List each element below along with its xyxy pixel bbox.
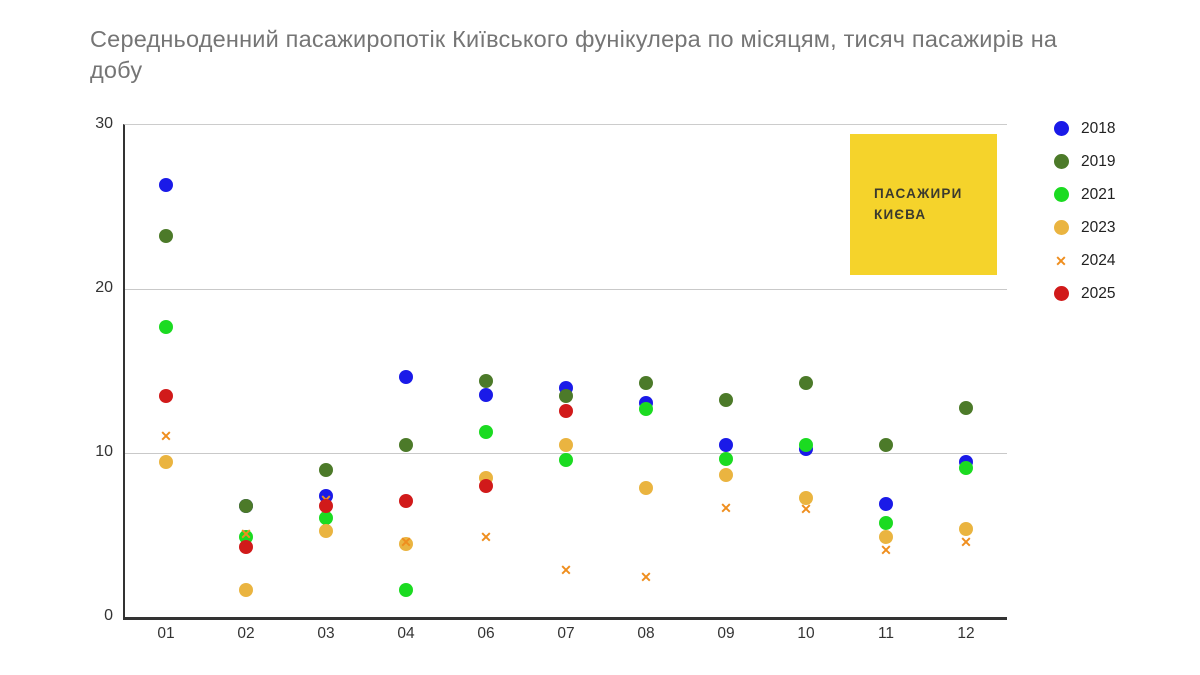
data-point-2023-01[interactable] xyxy=(159,454,173,469)
legend-dot-icon xyxy=(1046,220,1076,235)
data-point-2019-03[interactable] xyxy=(319,463,333,478)
legend-label-2025: 2025 xyxy=(1081,284,1116,302)
data-point-2023-11[interactable] xyxy=(879,530,893,545)
data-point-x-2024-06[interactable]: ✕ xyxy=(480,529,492,546)
data-point-2021-12[interactable] xyxy=(959,461,973,476)
x-axis-tick-12: 12 xyxy=(957,625,975,642)
data-point-2025-06[interactable] xyxy=(479,479,493,494)
legend-item-2024[interactable]: ✕ 2024 xyxy=(1046,244,1115,277)
x-axis-tick-08: 08 xyxy=(637,625,655,642)
data-point-2018-01[interactable] xyxy=(159,177,173,192)
x-axis-tick-01: 01 xyxy=(157,625,175,642)
data-point-2021-11[interactable] xyxy=(879,515,893,530)
gridline-y-20 xyxy=(125,289,1007,290)
data-point-2023-02[interactable] xyxy=(239,582,253,597)
logo-text-line2: КИЄВА xyxy=(874,206,927,222)
data-point-2023-07[interactable] xyxy=(559,438,573,453)
data-point-2018-11[interactable] xyxy=(879,497,893,512)
data-point-2021-09[interactable] xyxy=(719,451,733,466)
legend-item-2019[interactable]: 2019 xyxy=(1046,145,1115,178)
data-point-2018-09[interactable] xyxy=(719,438,733,453)
data-point-2025-07[interactable] xyxy=(559,404,573,418)
data-point-2021-07[interactable] xyxy=(559,453,573,468)
data-point-2019-08[interactable] xyxy=(639,376,653,391)
data-point-x-2024-09[interactable]: ✕ xyxy=(720,499,732,516)
data-point-2021-06[interactable] xyxy=(479,425,493,440)
legend-item-2021[interactable]: 2021 xyxy=(1046,178,1115,211)
y-axis-tick-30: 30 xyxy=(95,115,113,132)
legend-label-2019: 2019 xyxy=(1081,152,1116,170)
data-point-2021-08[interactable] xyxy=(639,402,653,417)
legend-item-2023[interactable]: 2023 xyxy=(1046,211,1115,244)
legend-label-2018: 2018 xyxy=(1081,119,1116,137)
data-point-2025-03[interactable] xyxy=(319,499,333,514)
data-point-2021-10[interactable] xyxy=(799,438,813,453)
data-point-2023-10[interactable] xyxy=(799,490,813,505)
data-point-2019-07[interactable] xyxy=(559,389,573,404)
data-point-2021-03[interactable] xyxy=(319,510,333,525)
x-axis-tick-09: 09 xyxy=(717,625,735,642)
data-point-2019-06[interactable] xyxy=(479,374,493,389)
x-axis-tick-03: 03 xyxy=(317,625,335,642)
data-point-x-2024-01[interactable]: ✕ xyxy=(160,427,172,444)
pasazhyry-kyieva-logo: ПАСАЖИРИ КИЄВА xyxy=(850,134,997,275)
data-point-x-2024-08[interactable]: ✕ xyxy=(640,568,652,585)
data-point-2019-10[interactable] xyxy=(799,376,813,391)
data-point-2025-04[interactable] xyxy=(399,494,413,509)
x-axis-tick-11: 11 xyxy=(877,625,895,642)
data-point-2023-03[interactable] xyxy=(319,523,333,538)
legend-dot-icon xyxy=(1046,187,1076,202)
logo-text-line1: ПАСАЖИРИ xyxy=(874,185,963,201)
data-point-2023-08[interactable] xyxy=(639,481,653,496)
data-point-x-2024-12[interactable]: ✕ xyxy=(960,534,972,551)
x-axis-tick-10: 10 xyxy=(797,625,815,642)
data-point-2019-04[interactable] xyxy=(399,438,413,453)
legend-label-2023: 2023 xyxy=(1081,218,1116,236)
data-point-2023-12[interactable] xyxy=(959,522,973,537)
legend: 2018 2019 2021 2023 ✕ 2024 2025 xyxy=(1046,112,1115,310)
y-axis-tick-0: 0 xyxy=(104,607,113,624)
data-point-x-2024-02[interactable]: ✕ xyxy=(240,526,252,542)
legend-x-marker-icon: ✕ xyxy=(1055,252,1067,269)
data-point-x-2024-10[interactable]: ✕ xyxy=(800,501,812,518)
data-point-x-2024-04[interactable]: ✕ xyxy=(400,534,412,551)
x-axis-tick-02: 02 xyxy=(237,625,255,642)
data-point-2023-04[interactable] xyxy=(399,536,413,551)
data-point-2019-11[interactable] xyxy=(879,438,893,453)
chart-title: Середньоденний пасажиропотік Київського … xyxy=(90,26,1058,84)
x-axis-tick-07: 07 xyxy=(557,625,575,642)
data-point-2018-04[interactable] xyxy=(399,369,413,384)
legend-dot-icon xyxy=(1046,286,1076,301)
data-point-2021-04[interactable] xyxy=(399,582,413,597)
legend-dot-icon xyxy=(1046,154,1076,169)
data-point-2019-09[interactable] xyxy=(719,392,733,407)
data-point-x-2024-11[interactable]: ✕ xyxy=(880,542,892,559)
y-axis-tick-20: 20 xyxy=(95,279,113,296)
data-point-2019-01[interactable] xyxy=(159,228,173,243)
x-axis-tick-04: 04 xyxy=(397,625,415,642)
data-point-2021-01[interactable] xyxy=(159,320,173,335)
legend-label-2021: 2021 xyxy=(1081,185,1116,203)
data-point-2025-01[interactable] xyxy=(159,389,173,404)
legend-item-2018[interactable]: 2018 xyxy=(1046,112,1115,145)
data-point-2023-09[interactable] xyxy=(719,467,733,482)
legend-item-2025[interactable]: 2025 xyxy=(1046,277,1115,310)
legend-label-2024: 2024 xyxy=(1081,251,1116,269)
data-point-2019-12[interactable] xyxy=(959,400,973,415)
legend-dot-icon xyxy=(1046,121,1076,136)
data-point-x-2024-07[interactable]: ✕ xyxy=(560,562,572,579)
data-point-2025-02[interactable] xyxy=(239,540,253,555)
data-point-2018-06[interactable] xyxy=(479,387,493,402)
x-axis-tick-06: 06 xyxy=(477,625,495,642)
y-axis-tick-10: 10 xyxy=(95,443,113,460)
data-point-2019-02[interactable] xyxy=(239,499,253,514)
